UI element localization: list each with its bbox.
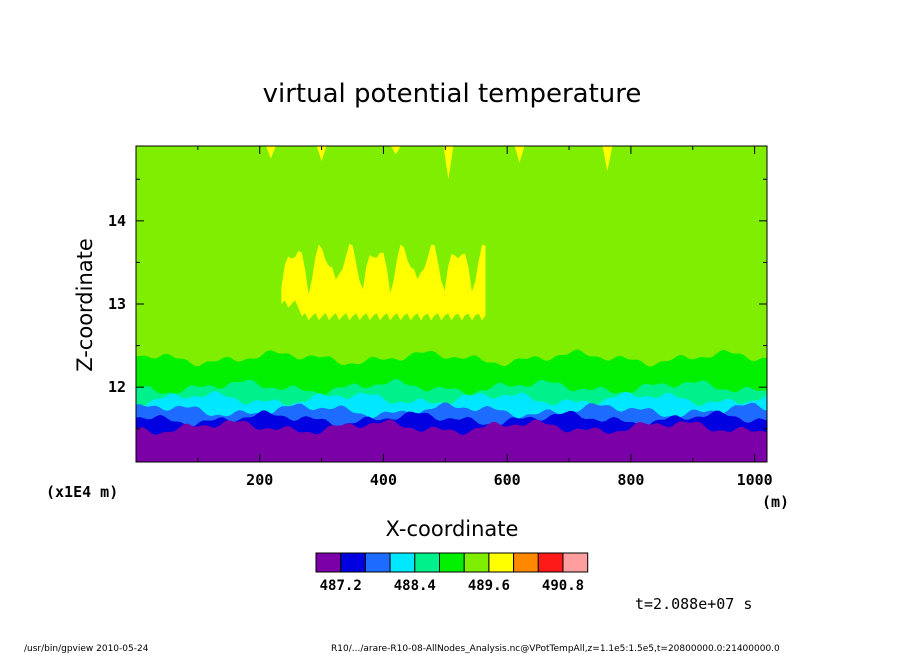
colorbar-label: 487.2 (320, 578, 362, 594)
colorbar-swatch (389, 552, 416, 573)
colorbar-label: 490.8 (542, 578, 584, 594)
x-units-label: (m) (762, 493, 789, 511)
colorbar-swatch (513, 552, 539, 573)
y-axis-label: Z-coordinate (73, 238, 97, 372)
warm-spike (316, 146, 327, 161)
colorbar-swatch (488, 552, 515, 573)
footer-right: R10/.../arare-R10-08-AllNodes_Analysis.n… (331, 644, 780, 654)
plot-area (136, 146, 767, 462)
colorbar: 487.2 488.4 489.6 490.8 (315, 552, 589, 594)
warm-region (281, 243, 486, 321)
warm-spike (514, 146, 525, 163)
colorbar-swatch (439, 552, 465, 573)
y-tick-label: 12 (108, 378, 126, 396)
time-label: t=2.088e+07 s (635, 595, 752, 613)
x-tick-label: 800 (617, 471, 644, 489)
warm-spike (390, 146, 401, 155)
y-tick-label: 13 (108, 295, 126, 313)
contour-band (136, 419, 767, 462)
colorbar-swatch (537, 552, 564, 573)
x-tick-label: 1000 (737, 471, 773, 489)
warm-spike (602, 146, 613, 171)
x-tick-label: 400 (370, 471, 397, 489)
colorbar-swatch (414, 552, 440, 573)
warm-spike (265, 146, 276, 159)
x-axis-label: X-coordinate (386, 517, 519, 541)
colorbar-label: 488.4 (394, 578, 436, 594)
x-tick-label: 600 (494, 471, 521, 489)
colorbar-label: 489.6 (468, 578, 510, 594)
colorbar-swatch (562, 552, 589, 573)
colorbar-swatch (364, 552, 391, 573)
axis-ticks: 200 400 600 800 1000 12 13 14 (108, 146, 773, 489)
colorbar-swatch (315, 552, 342, 573)
warm-spike (443, 146, 454, 180)
chart-title: virtual potential temperature (263, 79, 642, 109)
y-tick-label: 14 (108, 212, 126, 230)
colorbar-swatch (340, 552, 366, 573)
x-tick-label: 200 (246, 471, 273, 489)
colorbar-swatch (463, 552, 490, 573)
y-units-label: (x1E4 m) (46, 483, 118, 501)
footer-left: /usr/bin/gpview 2010-05-24 (24, 644, 149, 654)
